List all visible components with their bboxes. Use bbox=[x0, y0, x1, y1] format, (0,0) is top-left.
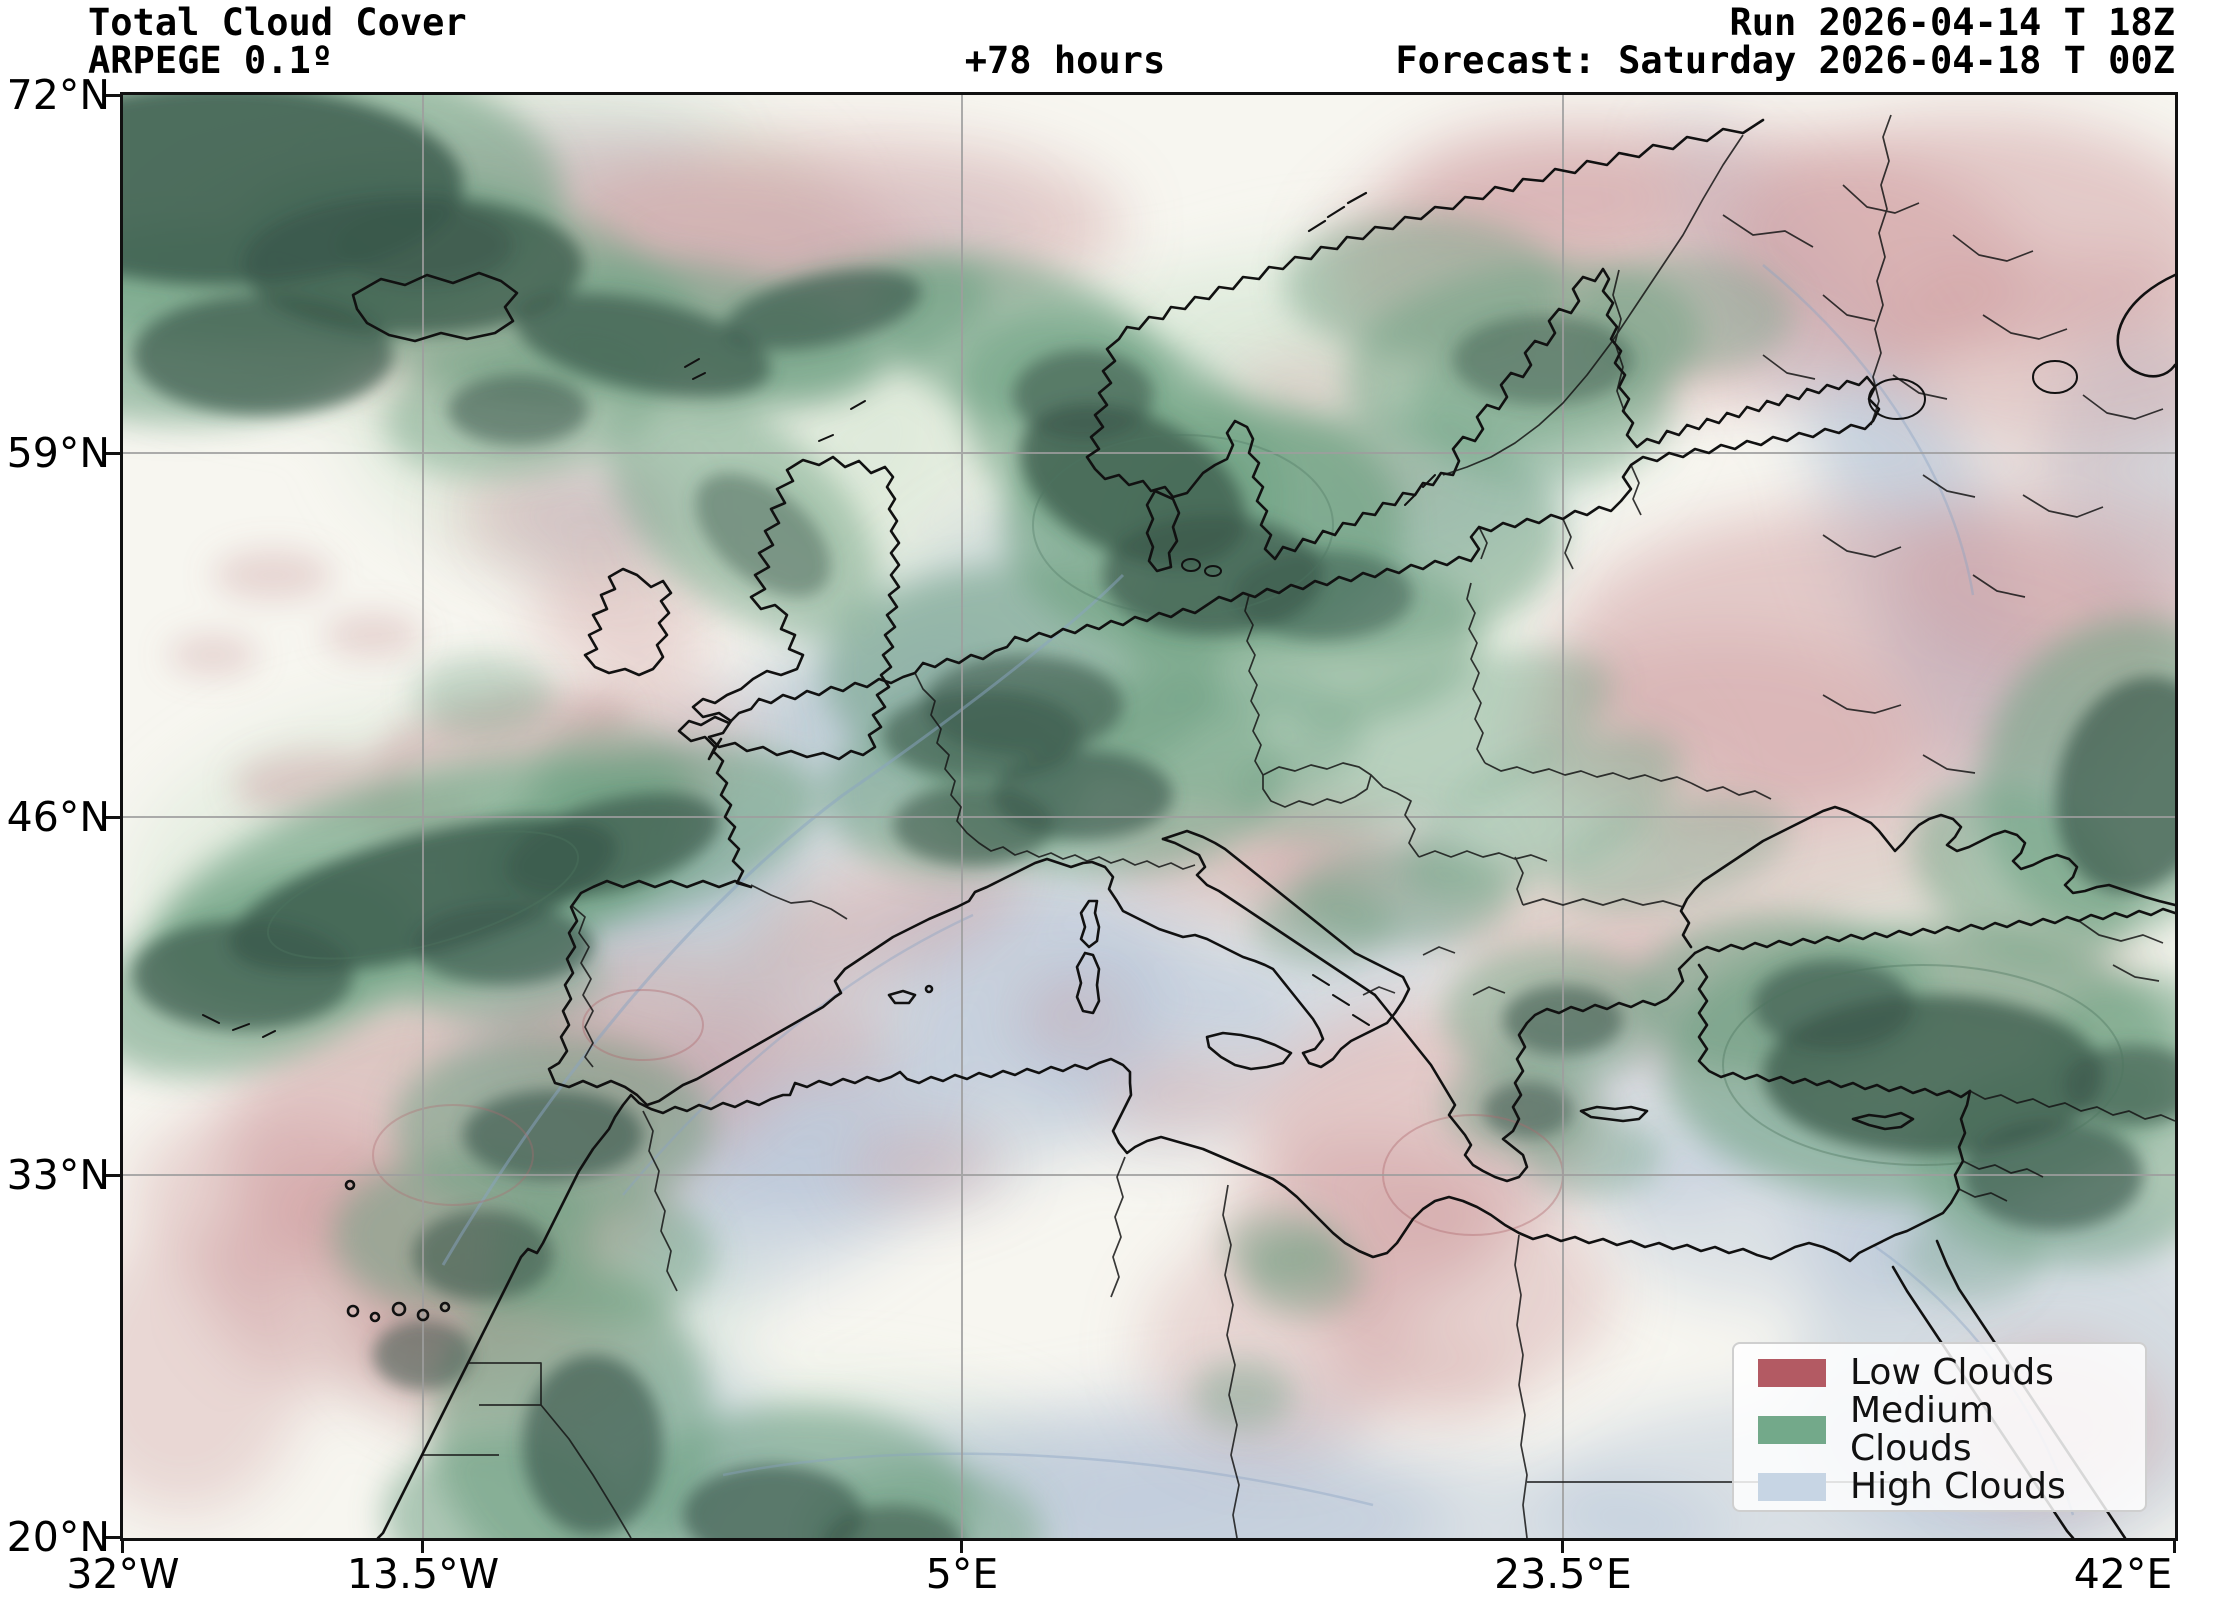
lat-label-59n: 59°N bbox=[6, 429, 110, 477]
black-sea-south-coastline bbox=[1693, 907, 2175, 955]
lat-tick-59n bbox=[104, 452, 120, 455]
lat-label-46n: 46°N bbox=[6, 793, 110, 841]
madeira-island bbox=[344, 1179, 356, 1191]
lon-label-5e: 5°E bbox=[925, 1550, 999, 1598]
crete-coastline bbox=[1579, 1105, 1649, 1123]
high-clouds-label: High Clouds bbox=[1850, 1466, 2066, 1507]
sicily-coastline bbox=[1205, 1031, 1293, 1071]
legend-item-high-clouds: High Clouds bbox=[1758, 1468, 2121, 1506]
run-label: Run 2026-04-14 T 18Z bbox=[1729, 1, 2175, 44]
low-clouds-label: Low Clouds bbox=[1850, 1352, 2054, 1393]
lon-tick-13-5w bbox=[421, 1538, 424, 1553]
lon-label-23-5e: 23.5°E bbox=[1494, 1550, 1632, 1598]
sardinia-coastline bbox=[1075, 951, 1101, 1015]
lat-tick-46n bbox=[104, 816, 120, 819]
map-title: Total Cloud Cover bbox=[88, 1, 467, 44]
great-britain-coastline bbox=[691, 455, 901, 761]
lat-tick-72n bbox=[104, 94, 120, 97]
run-info-block: Run 2026-04-14 T 18Z Forecast: Saturday 2… bbox=[1395, 4, 2175, 80]
ireland-coastline bbox=[583, 567, 673, 677]
graticule-layer bbox=[123, 95, 2175, 1538]
iceland-coastline bbox=[351, 271, 519, 343]
gotland-island bbox=[1404, 474, 1436, 506]
cyprus-coastline bbox=[1851, 1111, 1915, 1131]
lake-ladoga bbox=[1868, 378, 1926, 420]
map-title-block: Total Cloud Cover ARPEGE 0.1º bbox=[88, 4, 467, 80]
europe-mainland-coastline bbox=[547, 118, 1881, 1107]
africa-levant-coastline bbox=[376, 1057, 1972, 1538]
lead-time: +78 hours bbox=[964, 39, 1166, 82]
faroe-islands bbox=[684, 358, 706, 380]
legend-item-low-clouds: Low Clouds bbox=[1758, 1354, 2121, 1392]
medium-clouds-label: Medium Clouds bbox=[1850, 1390, 1994, 1469]
lon-tick-23-5e bbox=[1561, 1538, 1564, 1553]
country-borders-layer bbox=[423, 114, 2175, 1538]
shetland-orkney-islands bbox=[818, 400, 866, 442]
lon-tick-42e bbox=[2173, 1538, 2176, 1553]
lon-tick-32w bbox=[121, 1538, 124, 1553]
black-sea-north-coastline bbox=[1679, 805, 2175, 949]
cloud-cover-map bbox=[123, 95, 2175, 1538]
forecast-label: Forecast: Saturday 2026-04-18 T 00Z bbox=[1395, 39, 2175, 82]
lat-tick-20n bbox=[104, 1536, 120, 1539]
lon-tick-5e bbox=[960, 1538, 963, 1553]
white-sea-coastline bbox=[2116, 273, 2175, 378]
high-clouds-swatch bbox=[1758, 1473, 1826, 1501]
map-plot: Low Clouds Medium Clouds High Clouds bbox=[120, 92, 2178, 1541]
canary-islands bbox=[346, 1304, 360, 1318]
map-legend: Low Clouds Medium Clouds High Clouds bbox=[1732, 1342, 2147, 1512]
lat-label-33n: 33°N bbox=[6, 1151, 110, 1199]
low-clouds-swatch bbox=[1758, 1359, 1826, 1387]
dalmatian-islands bbox=[1312, 974, 1370, 1026]
denmark-coastline bbox=[1145, 489, 1181, 573]
lat-tick-33n bbox=[104, 1174, 120, 1177]
medium-clouds-swatch bbox=[1758, 1416, 1826, 1444]
corsica-coastline bbox=[1079, 899, 1101, 949]
lat-label-72n: 72°N bbox=[6, 71, 110, 119]
balkans-aegean-coastline bbox=[1161, 837, 1697, 1183]
lon-label-42e: 42°E bbox=[2073, 1550, 2173, 1598]
lake-onega bbox=[2032, 360, 2078, 394]
legend-item-medium-clouds: Medium Clouds bbox=[1758, 1392, 2121, 1468]
azores-islands bbox=[202, 1014, 276, 1038]
lon-label-32w: 32°W bbox=[66, 1550, 180, 1598]
turkey-south-coastline bbox=[1697, 963, 1972, 1099]
lon-label-13-5w: 13.5°W bbox=[346, 1550, 500, 1598]
model-name: ARPEGE 0.1º bbox=[88, 39, 334, 82]
lofoten-islands bbox=[1307, 191, 1368, 233]
lat-label-20n: 20°N bbox=[6, 1513, 110, 1561]
mallorca-coastline bbox=[887, 989, 917, 1005]
dense-clouds-layer bbox=[123, 95, 2175, 1538]
